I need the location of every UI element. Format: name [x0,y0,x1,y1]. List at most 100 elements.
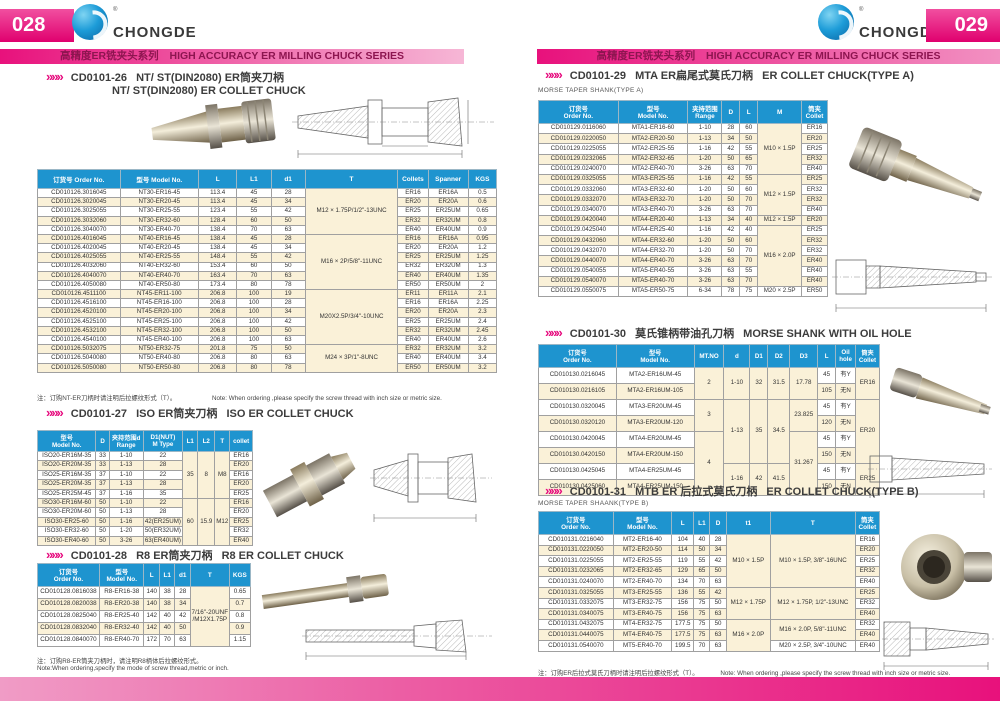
table-cell: ER16A [427,298,469,309]
table-cell: ER25 [801,224,828,237]
table-row: CD010126.4525100 NT45-ER25-100 206.8 100 42 E… [37,316,498,327]
table-row: CD010129.0220050 MTA2-ER20-50 1-13 34 50 ER20 [538,133,828,145]
table-cell: MTA3-ER25-55 [617,173,689,186]
table-cell: 38 [158,598,176,611]
table-cell: 50 [95,535,110,546]
table-cell: 60 [236,261,272,272]
table-cell: 100 [236,298,272,309]
table-cell: 153.4 [198,261,238,272]
table-cell: MTA4-ER32-70 [617,245,689,257]
table-row: CD010130.0320045 MTA3-ER20UM-45 3 1-13 35 34.… [538,399,880,464]
table-cell: 28 [270,298,306,309]
table-cell: ER25 [854,555,881,567]
table-cell: MT2-ER40-70 [612,576,673,588]
table-row: CD010126.4040070 NT40-ER40-70 163.4 70 63 ER4… [37,270,498,281]
iso-chuck-photo [262,452,356,518]
table-cell: 无N [835,479,857,496]
table-cell: 1-10 [108,450,144,462]
table-cell: MT4-ER32-75 [612,618,673,631]
table-row: CD010129.0332070 MTA3-ER32-70 1-20 50 70 ER32 [538,194,828,206]
table-row: CD010130.0425045 MTA4-ER25UM-45 1-16 42 41.5… [538,463,880,496]
table-cell: 75 [693,608,711,620]
section-title-en: MORSE SHANK WITH OIL HOLE [743,328,912,340]
table-cell: ER20 [854,544,881,557]
table-cell: ER25 [801,173,828,186]
table-cell: 1-20 [687,235,723,247]
column-header: L [817,344,837,368]
column-header: d [723,344,751,368]
table-cell: ER16 [397,233,429,245]
chongde-globe-icon [818,4,854,40]
table-cell: ER32 [229,526,253,537]
section-title-cn: 莫氏锥柄带油孔刀柄 [635,328,735,340]
table-cell: CD010126.4540100 [37,334,121,346]
table-cell: ISO30-ER25-60 [36,516,97,528]
table-cell: 50(ER32UM) [142,526,184,537]
table-cell: 65 [693,565,711,578]
table-cell: 42 [709,586,727,599]
table-cell: 50 [95,526,110,537]
table-cell: M12 × 1.5P [757,214,803,226]
table-cell: MTA4-ER25UM-150 [615,479,695,496]
table-cell: ER20 [801,133,828,145]
table-cell: 100 [236,334,272,346]
table-row: CD010128.0825040 R8-ER25-40 142 40 42 0.8 [37,610,252,623]
table-cell: MTA2-ER32-65 [617,153,689,165]
morse-taper-type-b-label: MORSE TAPER SHAANK(TYPE B) [538,500,649,507]
table-cell: ER50 [801,285,828,298]
table-cell: ER16 [229,450,253,462]
mtb-chuck-drawing [882,621,994,670]
table-cell: MT2-ER20-50 [612,544,673,557]
table-cell: ER20 [855,399,880,464]
table-cell: 70 [739,245,759,257]
table-cell: 206.8 [198,353,238,364]
table-cell: NT30-ER20-45 [119,197,200,208]
section-title-cn: ISO ER筒夹刀柄 [136,408,218,420]
section-title-en: ER COLLET CHUCK(TYPE B) [766,486,919,498]
table-cell: 42 [721,224,741,237]
table-cell: CD010126.3020045 [37,197,121,208]
table-cell: 50 [721,235,741,247]
table-cell: ISO30-ER16M-60 [36,497,97,509]
table-row: CD010131.0440075 MT4-ER40-75 177.5 75 63 ER40 [538,629,881,641]
column-header: D [721,100,741,124]
table-cell: 28 [709,534,727,546]
table-cell: ER20 [229,507,253,518]
iso-er-collet-chuck-table: 型号 Model No. D 夹持范围d Range D1(NUT) M Type L1… [36,430,253,546]
table-cell: 100 [236,307,272,318]
table-cell: ER16 [229,497,253,509]
column-header: KGS [467,169,498,189]
table-cell: 177.5 [671,618,695,631]
table-cell: 0.9 [467,224,498,235]
table-cell: ER32 [801,194,828,206]
table-cell: ISO30-ER20M-60 [36,507,97,518]
table-cell: 60 [739,122,759,135]
table-cell: M16 × 2P/5/8"-11UNC [304,233,399,291]
table-cell: M10 × 1.5P, 3/8"-16UNC [770,534,856,588]
table-cell: 1-16 [687,143,723,155]
table-cell: 28 [142,479,184,490]
table-cell: 156 [671,608,695,620]
table-cell: R8-ER16-38 [98,586,145,599]
table-row: ISO20-ER16M-35 33 1-10 22 35 8 M8 ER16 [36,450,253,499]
table-cell: CD010131.0340075 [538,608,614,620]
section-title-cd0101-27: »»» CD0101-27 ISO ER筒夹刀柄 ISO ER COLLET C… [46,405,354,421]
table-row: CD010131.0432075 MT4-ER32-75 177.5 75 50 M16 … [538,618,881,652]
column-header: 订货号 Order No. [538,511,614,535]
table-cell: ISO30-ER32-60 [36,526,97,537]
table-cell: 50 [270,261,306,272]
table-cell: MTA3-ER32-60 [617,184,689,196]
table-cell: 63 [270,334,306,346]
table-cell: 120 [817,415,837,432]
morse-shank-oil-hole-table: 订货号 Order No. 型号 Model No. MT.NO d D1 D2 D3 L Oi… [538,344,880,496]
table-cell: CD010130.0420150 [538,447,617,464]
column-header: 订货号 Order No. [37,169,121,189]
table-cell: ER25UM [427,206,469,217]
table-row: CD010126.3016045 NT30-ER16-45 113.4 45 28 M12… [37,187,498,235]
table-cell: 1-13 [108,507,144,518]
table-cell: CD010129.0540055 [538,265,619,277]
table-cell: MT2-ER16-40 [612,534,673,546]
column-header: 型号 Model No. [119,169,200,189]
table-cell: 136 [671,586,695,599]
